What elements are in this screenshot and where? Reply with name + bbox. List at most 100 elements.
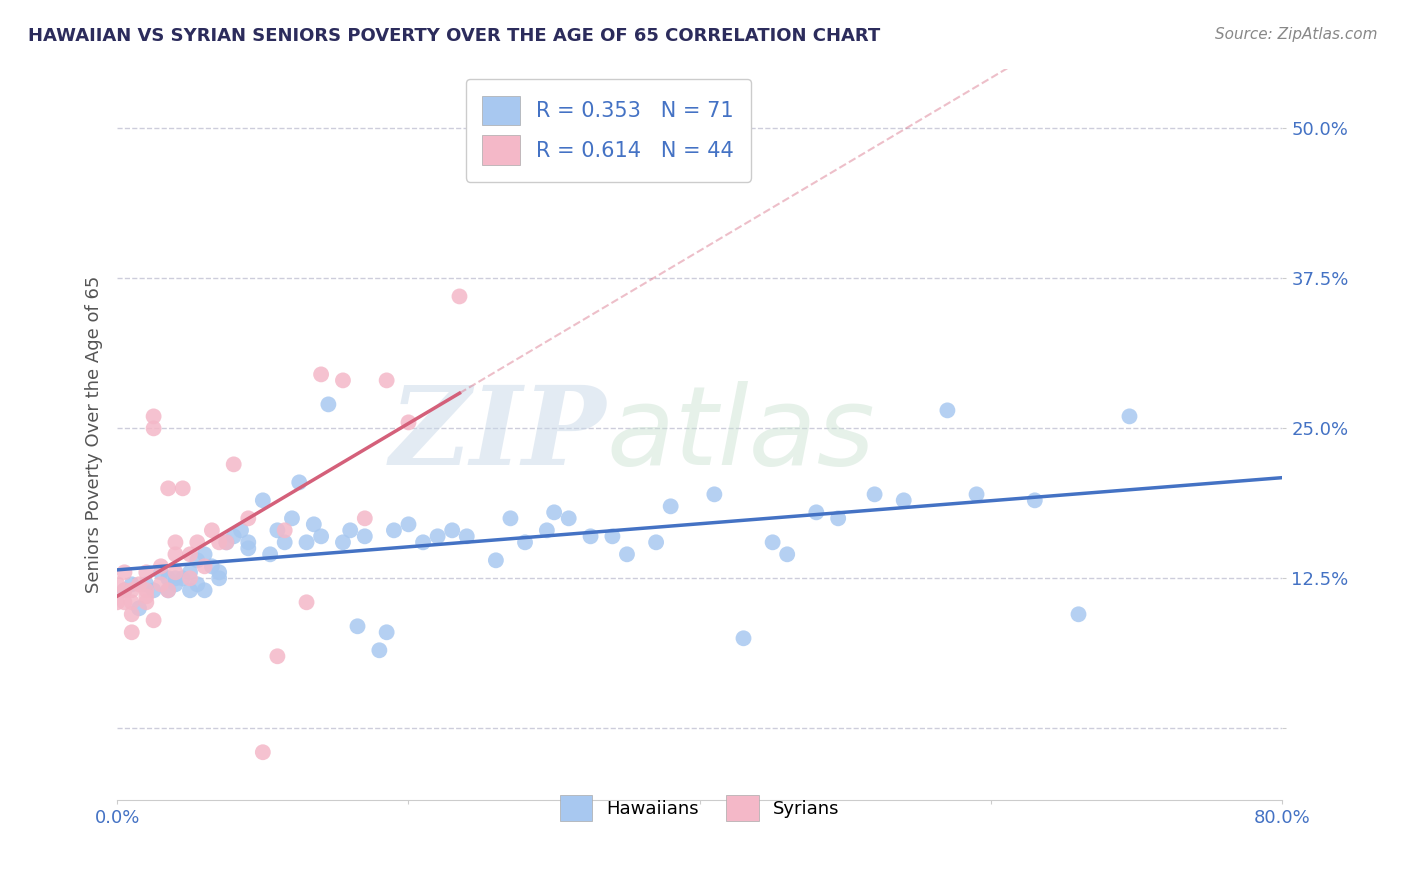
Point [252,493,274,508]
Point [114,583,136,598]
Point [309,529,332,543]
Point [201,559,224,574]
Point [273,535,295,549]
Point [208,535,231,549]
Point [186,553,208,567]
Point [194,559,217,574]
Text: HAWAIIAN VS SYRIAN SENIORS POVERTY OVER THE AGE OF 65 CORRELATION CHART: HAWAIIAN VS SYRIAN SENIORS POVERTY OVER … [28,27,880,45]
Point [172,481,194,495]
Point [485,553,508,567]
Point [165,577,187,591]
Point [157,481,180,495]
Point [266,649,288,664]
Point [186,535,208,549]
Point [105,595,128,609]
Point [762,535,785,549]
Point [135,577,157,591]
Point [449,289,471,303]
Point [238,535,260,549]
Point [105,577,128,591]
Point [456,529,478,543]
Point [375,625,398,640]
Point [616,547,638,561]
Point [157,583,180,598]
Point [165,571,187,585]
Point [157,583,180,598]
Point [179,566,201,580]
Point [295,595,318,609]
Point [536,524,558,538]
Point [339,524,361,538]
Point [128,601,150,615]
Point [966,487,988,501]
Point [382,524,405,538]
Point [1118,409,1140,424]
Point [229,524,252,538]
Point [135,595,157,609]
Point [222,529,245,543]
Point [426,529,449,543]
Point [412,535,434,549]
Point [135,566,157,580]
Point [157,571,180,585]
Point [579,529,602,543]
Point [121,625,143,640]
Point [149,577,172,591]
Point [273,524,295,538]
Point [165,566,187,580]
Point [332,373,354,387]
Point [165,547,187,561]
Point [121,577,143,591]
Point [142,613,165,627]
Point [281,511,304,525]
Point [215,535,238,549]
Point [215,535,238,549]
Point [398,416,420,430]
Point [194,547,217,561]
Point [114,595,136,609]
Point [332,535,354,549]
Point [238,511,260,525]
Point [208,571,231,585]
Legend: Hawaiians, Syrians: Hawaiians, Syrians [546,780,855,835]
Point [645,535,668,549]
Point [703,487,725,501]
Point [201,524,224,538]
Point [1024,493,1046,508]
Point [441,524,464,538]
Point [149,566,172,580]
Point [288,475,311,490]
Point [238,541,260,556]
Point [353,511,375,525]
Point [776,547,799,561]
Point [375,373,398,387]
Point [121,607,143,622]
Text: ZIP: ZIP [389,381,606,488]
Point [346,619,368,633]
Point [893,493,915,508]
Text: atlas: atlas [606,381,875,488]
Point [128,577,150,591]
Point [208,566,231,580]
Point [172,571,194,585]
Point [863,487,886,501]
Point [186,577,208,591]
Point [135,589,157,603]
Point [309,368,332,382]
Point [266,524,288,538]
Point [499,511,522,525]
Y-axis label: Seniors Poverty Over the Age of 65: Seniors Poverty Over the Age of 65 [86,276,103,593]
Point [259,547,281,561]
Point [398,517,420,532]
Point [142,409,165,424]
Point [827,511,849,525]
Point [806,505,828,519]
Point [318,397,340,411]
Point [353,529,375,543]
Point [659,500,682,514]
Point [179,583,201,598]
Point [302,517,325,532]
Point [114,566,136,580]
Text: Source: ZipAtlas.com: Source: ZipAtlas.com [1215,27,1378,42]
Point [1067,607,1090,622]
